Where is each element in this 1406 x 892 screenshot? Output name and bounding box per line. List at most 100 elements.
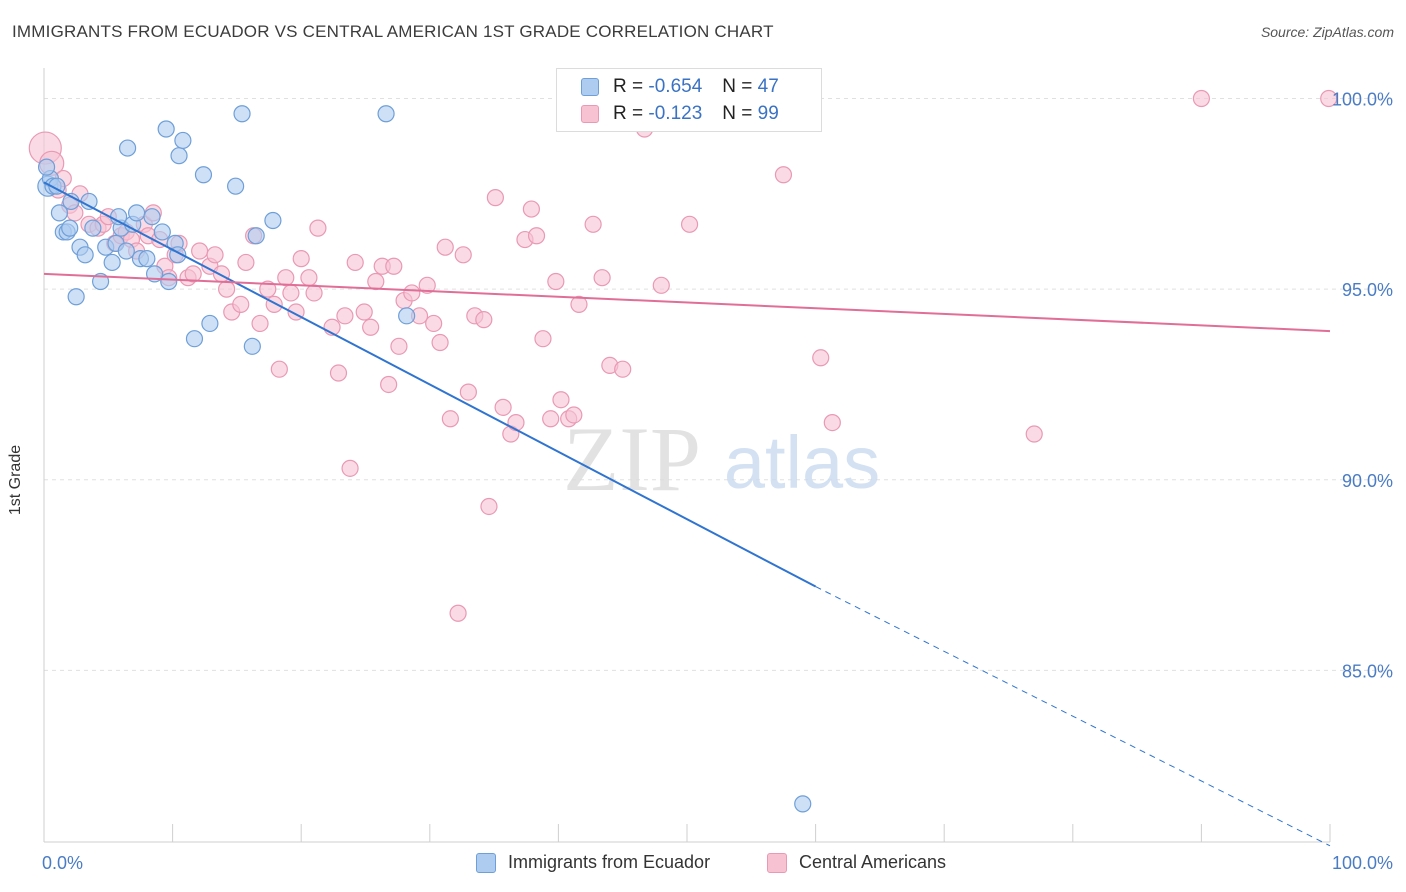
tick-label-layer: 85.0% 90.0% 95.0% 100.0% 0.0% 100.0% xyxy=(42,90,1393,873)
ecuador-point xyxy=(160,272,178,291)
central-american-point xyxy=(547,272,565,291)
central-american-point xyxy=(823,413,841,432)
legend-n-label: N = xyxy=(722,76,753,97)
central-american-point xyxy=(680,215,699,233)
central-american-point xyxy=(652,276,670,294)
central-american-point xyxy=(534,330,552,348)
ecuador-point xyxy=(377,105,395,123)
central-american-point xyxy=(522,200,540,218)
central-american-point xyxy=(346,253,364,272)
ecuador-point xyxy=(398,307,416,325)
ecuador-trend-extension xyxy=(815,586,1331,847)
ecuador-point xyxy=(50,204,69,222)
ecuador-point xyxy=(243,337,261,355)
bottom-legend-swatch-ecuador xyxy=(476,852,496,873)
x-tick-label-start: 0.0% xyxy=(42,853,83,873)
central-american-point xyxy=(367,272,385,291)
central-american-point xyxy=(191,242,209,260)
central-american-point xyxy=(282,284,300,302)
ecuador-point xyxy=(794,795,812,813)
central-american-point xyxy=(812,349,830,367)
central-american-point xyxy=(774,166,793,184)
central-american-point xyxy=(380,375,398,394)
legend-r-label: R = xyxy=(613,76,644,97)
central-american-point xyxy=(449,604,467,622)
grid-layer xyxy=(44,98,1390,671)
ecuador-trend-line xyxy=(43,181,817,588)
central-american-point xyxy=(1025,425,1043,443)
central-american-point xyxy=(184,265,202,283)
ecuador-point xyxy=(103,253,121,272)
central-american-point xyxy=(270,360,288,378)
central-american-point xyxy=(593,269,611,287)
central-american-point xyxy=(480,497,498,516)
central-american-point xyxy=(527,227,546,245)
central-american-point xyxy=(309,219,327,237)
ecuador-point xyxy=(143,208,161,226)
watermark: ZIP atlas xyxy=(563,408,880,510)
axis-layer xyxy=(43,68,1331,843)
ecuador-point xyxy=(227,177,245,195)
central-american-point xyxy=(259,280,277,298)
y-axis-label: 1st Grade xyxy=(7,444,24,516)
central-american-point xyxy=(459,383,477,401)
legend-r-value: -0.654 xyxy=(648,76,703,97)
bottom-legend-label-ecuador: Immigrants from Ecuador xyxy=(508,852,711,872)
central-american-point xyxy=(507,413,525,432)
central-american-point xyxy=(362,318,380,336)
bottom-legend-central-americans: Central Americans xyxy=(767,852,946,873)
legend-swatch-ecuador xyxy=(581,78,599,96)
legend-n-value: 47 xyxy=(757,76,779,97)
central-american-point xyxy=(431,333,449,352)
ecuador-point xyxy=(84,219,102,237)
ecuador-point xyxy=(170,147,188,165)
central-american-point xyxy=(218,280,236,298)
central-american-point xyxy=(436,238,454,256)
central-american-point xyxy=(584,215,602,233)
central-american-point xyxy=(441,410,459,428)
y-tick-label: 85.0% xyxy=(1342,661,1393,681)
legend-r-label: R = xyxy=(613,103,644,124)
central-american-point xyxy=(418,276,436,294)
central-american-point xyxy=(425,314,443,333)
central-american-point xyxy=(305,284,323,302)
ecuador-point xyxy=(76,246,94,264)
central-american-point xyxy=(475,311,493,329)
ecuador-point xyxy=(118,139,137,157)
ecuador-point xyxy=(247,227,265,245)
ecuador-point xyxy=(194,166,213,184)
ecuador-point xyxy=(127,204,146,222)
y-tick-label: 90.0% xyxy=(1342,471,1393,491)
y-tick-label: 100.0% xyxy=(1332,90,1393,110)
central-american-point xyxy=(614,360,632,378)
central-american-point xyxy=(565,406,583,424)
central-american-point xyxy=(1320,89,1338,108)
central-american-point xyxy=(570,295,588,313)
central-american-point xyxy=(494,398,512,416)
bottom-legend-label-central-americans: Central Americans xyxy=(799,852,947,872)
central-american-point xyxy=(542,410,560,428)
central-american-point xyxy=(232,295,250,313)
ecuador-point xyxy=(67,288,85,306)
central-american-point xyxy=(336,307,354,325)
ecuador-point xyxy=(37,158,56,176)
central-american-point xyxy=(1192,89,1211,108)
central-american-trend-line xyxy=(43,272,1331,333)
central-american-point xyxy=(486,189,504,207)
x-tick-label-end: 100.0% xyxy=(1332,853,1393,873)
watermark-atlas: atlas xyxy=(724,421,880,504)
legend-r-value: -0.123 xyxy=(648,103,703,124)
ecuador-point xyxy=(233,105,251,123)
legend-row-central-americans: R = -0.123 N = 99 xyxy=(581,101,779,127)
y-tick-label: 95.0% xyxy=(1342,280,1393,300)
legend-n-value: 99 xyxy=(757,103,779,124)
central-american-point xyxy=(206,246,224,264)
ecuador-point xyxy=(201,314,219,333)
ecuador-point xyxy=(138,250,156,268)
chart-title: IMMIGRANTS FROM ECUADOR VS CENTRAL AMERI… xyxy=(12,22,774,41)
watermark-zip: ZIP xyxy=(563,408,701,510)
central-american-point xyxy=(300,269,318,287)
central-american-point xyxy=(403,284,421,302)
central-american-point xyxy=(277,269,295,287)
